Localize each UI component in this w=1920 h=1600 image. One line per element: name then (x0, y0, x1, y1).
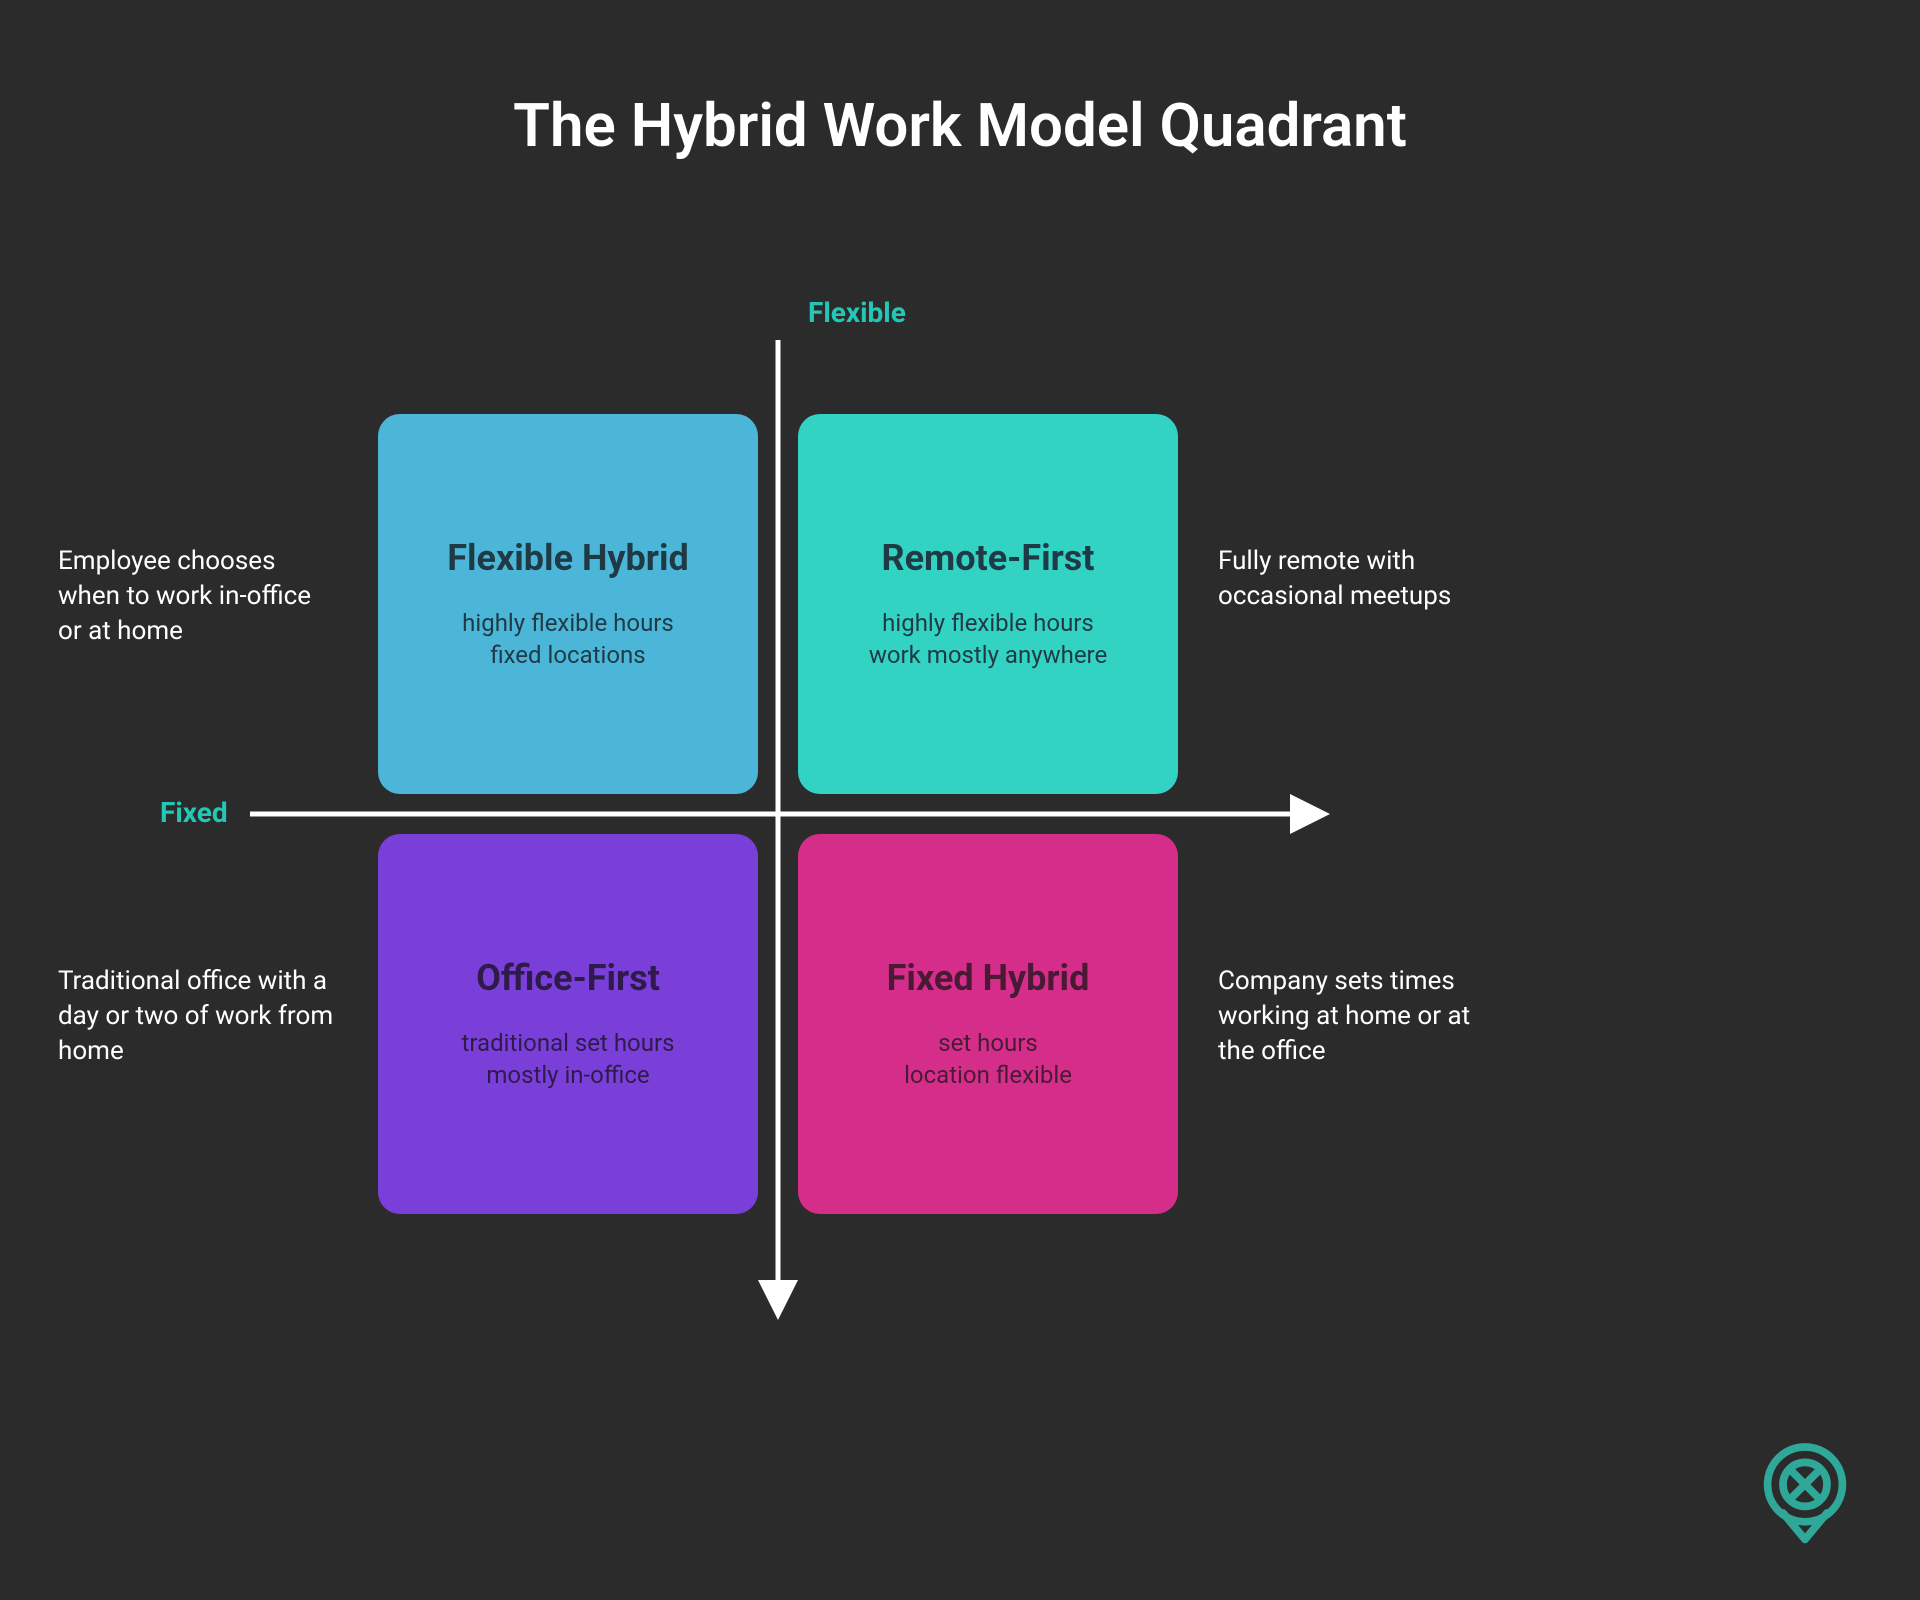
quadrant-bottom-right: Fixed Hybrid set hours location flexible (798, 834, 1178, 1214)
quadrant-desc: highly flexible hours work mostly anywhe… (869, 607, 1107, 672)
caption-bottom-left: Traditional office with a day or two of … (58, 964, 338, 1069)
quadrant-desc: set hours location flexible (904, 1027, 1072, 1092)
axes-arrows (0, 0, 1920, 1600)
quadrant-top-right: Remote-First highly flexible hours work … (798, 414, 1178, 794)
axis-label-top: Flexible (808, 296, 906, 329)
diagram-title: The Hybrid Work Model Quadrant (0, 90, 1920, 161)
quadrant-top-left: Flexible Hybrid highly flexible hours fi… (378, 414, 758, 794)
quadrant-bottom-left: Office-First traditional set hours mostl… (378, 834, 758, 1214)
quadrant-title: Office-First (476, 957, 660, 999)
caption-top-right: Fully remote with occasional meetups (1218, 544, 1498, 614)
quadrant-desc: traditional set hours mostly in-office (462, 1027, 675, 1092)
brand-logo-icon (1750, 1436, 1860, 1550)
axis-label-left: Fixed (160, 796, 228, 829)
quadrant-title: Fixed Hybrid (887, 957, 1090, 999)
caption-top-left: Employee chooses when to work in-office … (58, 544, 338, 649)
quadrant-desc: highly flexible hours fixed locations (462, 607, 674, 672)
quadrant-title: Flexible Hybrid (447, 537, 689, 579)
quadrant-title: Remote-First (882, 537, 1095, 579)
caption-bottom-right: Company sets times working at home or at… (1218, 964, 1498, 1069)
